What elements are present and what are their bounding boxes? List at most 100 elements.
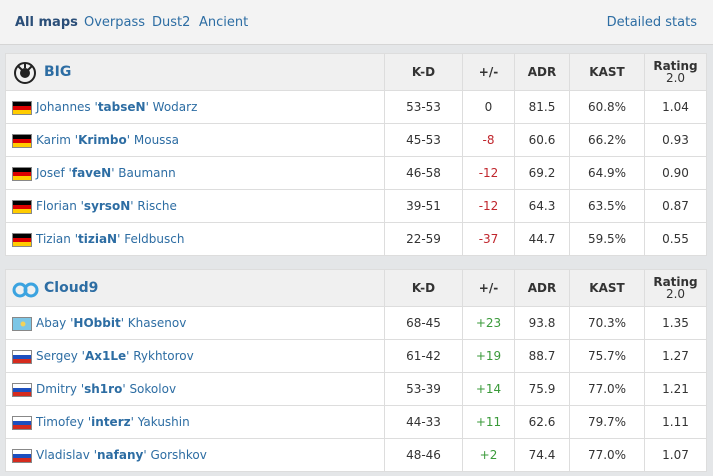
map-tab[interactable]: Ancient [199,15,249,30]
player-name-part: Karim ' [36,133,79,147]
stat-kast: 70.3% [570,307,645,340]
stat-rating: 0.93 [645,124,707,157]
stat-diff: -12 [463,190,515,223]
flag [12,101,32,115]
team-logo [14,62,36,84]
player-name-part: Florian ' [36,199,84,213]
column-header: +/- [463,269,515,307]
map-tab[interactable]: Overpass [84,15,146,30]
stat-rating: 1.04 [645,91,707,124]
stat-kd: 61-42 [385,340,463,373]
team-header: Cloud9 [5,269,385,307]
player-cell: Johannes ' tabseN ' Wodarz [5,91,385,124]
flag [12,134,32,148]
player-name-part: ' Baumann [111,166,176,180]
stat-kast: 77.0% [570,439,645,472]
player-name-part: Dmitry ' [36,382,85,396]
player-name-part: ' Khasenov [120,316,187,330]
flag [12,350,32,364]
flag [12,383,32,397]
detailed-stats-link[interactable]: Detailed stats [606,15,697,30]
stat-rating: 1.27 [645,340,707,373]
team-name[interactable]: BIG [44,64,72,80]
flag [12,449,32,463]
stat-kd: 68-45 [385,307,463,340]
player-cell: Vladislav ' nafany ' Gorshkov [5,439,385,472]
stat-adr: 81.5 [515,91,570,124]
player-nick: syrsoN [83,199,131,213]
stat-kd: 45-53 [385,124,463,157]
rating-version: 2.0 [665,71,686,85]
stat-kd: 44-33 [385,406,463,439]
stat-diff: -12 [463,157,515,190]
team-logo [12,282,39,298]
player-name-part: Abay ' [36,316,74,330]
stat-diff: -37 [463,223,515,256]
stat-kd: 22-59 [385,223,463,256]
column-header: ADR [515,53,570,91]
stat-diff: +14 [463,373,515,406]
player-name-part: ' Sokolov [122,382,177,396]
player-cell: Josef ' faveN ' Baumann [5,157,385,190]
flag [12,167,32,181]
stat-adr: 62.6 [515,406,570,439]
stat-adr: 64.3 [515,190,570,223]
player-nick: tabseN [97,100,146,114]
player-name-part: ' Moussa [126,133,180,147]
stat-diff: 0 [463,91,515,124]
stat-kast: 60.8% [570,91,645,124]
stat-rating: 1.11 [645,406,707,439]
stat-kast: 64.9% [570,157,645,190]
stat-kast: 79.7% [570,406,645,439]
flag [12,416,32,430]
stat-adr: 75.9 [515,373,570,406]
stat-diff: +11 [463,406,515,439]
flag [12,317,32,331]
player-name-part: ' Yakushin [130,415,190,429]
tab-bar [0,0,713,45]
column-header: KAST [570,269,645,307]
stat-kd: 39-51 [385,190,463,223]
rating-version: 2.0 [665,287,686,301]
player-name-part: ' Gorshkov [143,448,207,462]
player-nick: faveN [71,166,112,180]
stat-kast: 75.7% [570,340,645,373]
column-header: +/- [463,53,515,91]
stat-adr: 93.8 [515,307,570,340]
player-nick: HObbit [73,316,121,330]
stat-adr: 74.4 [515,439,570,472]
player-cell: Florian ' syrsoN ' Rische [5,190,385,223]
stat-kd: 53-39 [385,373,463,406]
stat-diff: +2 [463,439,515,472]
player-name-part: ' Rykhtorov [126,349,194,363]
stat-kd: 53-53 [385,91,463,124]
stat-kast: 77.0% [570,373,645,406]
player-nick: sh1ro [84,382,123,396]
stat-rating: 1.07 [645,439,707,472]
stat-rating: 1.21 [645,373,707,406]
stat-rating: 0.87 [645,190,707,223]
stat-adr: 88.7 [515,340,570,373]
stat-kast: 59.5% [570,223,645,256]
team-header: BIG [5,53,385,91]
player-name-part: Sergey ' [36,349,85,363]
player-name-part: Timofey ' [36,415,92,429]
stat-kast: 63.5% [570,190,645,223]
stat-kd: 48-46 [385,439,463,472]
player-cell: Tizian ' tiziaN ' Feldbusch [5,223,385,256]
player-nick: interz [91,415,131,429]
flag [12,200,32,214]
flag [12,233,32,247]
stat-adr: 60.6 [515,124,570,157]
team-name[interactable]: Cloud9 [44,280,99,296]
player-nick: nafany [97,448,144,462]
map-tab[interactable]: Dust2 [152,15,191,30]
stat-kast: 66.2% [570,124,645,157]
player-name-part: Josef ' [36,166,72,180]
player-name-part: Johannes ' [36,100,98,114]
player-name-part: ' Rische [130,199,177,213]
map-tab[interactable]: All maps [15,15,78,30]
stat-adr: 44.7 [515,223,570,256]
stat-rating: 0.90 [645,157,707,190]
